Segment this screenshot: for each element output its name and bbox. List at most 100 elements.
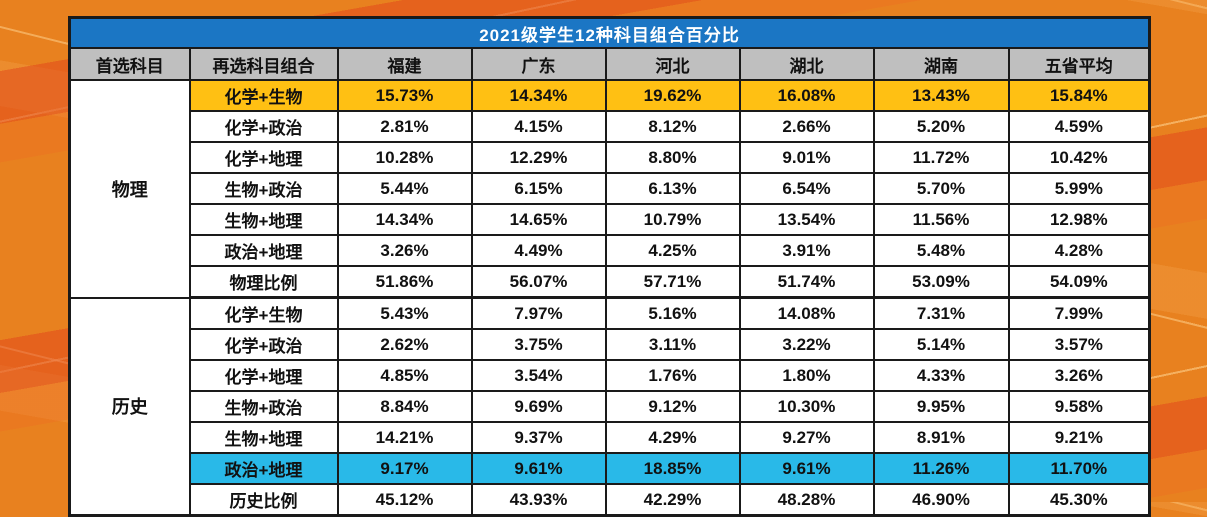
value-cell: 4.59%	[1007, 110, 1151, 143]
value-cell: 8.84%	[336, 390, 473, 423]
combo-cell: 化学+地理	[188, 141, 339, 174]
value-cell: 3.22%	[738, 328, 875, 361]
column-header: 河北	[604, 47, 741, 81]
value-cell: 12.29%	[470, 141, 607, 174]
value-cell: 5.70%	[872, 172, 1010, 205]
combo-cell: 政治+地理	[188, 452, 339, 485]
value-cell: 16.08%	[738, 79, 875, 112]
value-cell: 4.49%	[470, 234, 607, 267]
value-cell: 4.25%	[604, 234, 741, 267]
combo-cell: 生物+地理	[188, 203, 339, 236]
table-row: 历史 化学+生物 5.43% 7.97% 5.16% 14.08% 7.31% 7.99%	[68, 296, 1151, 517]
combo-cell: 生物+政治	[188, 172, 339, 205]
value-cell: 5.43%	[336, 296, 473, 330]
combo-cell: 化学+政治	[188, 328, 339, 361]
value-cell: 4.28%	[1007, 234, 1151, 267]
table-row: 物理 化学+生物 15.73% 14.34% 19.62% 16.08% 13.43% 15.…	[68, 79, 1151, 299]
value-cell: 12.98%	[1007, 203, 1151, 236]
value-cell: 3.54%	[470, 359, 607, 392]
column-header: 湖南	[872, 47, 1010, 81]
value-cell: 1.80%	[738, 359, 875, 392]
value-cell: 6.54%	[738, 172, 875, 205]
table-header-row: 首选科目 再选科目组合 福建 广东 河北 湖北 湖南 五省平均	[68, 47, 1151, 81]
table-row: 政治+地理 3.26% 4.49% 4.25% 3.91% 5.48% 4.28%	[70, 234, 1151, 267]
value-cell: 14.34%	[470, 79, 607, 112]
table-row: 物理比例 51.86% 56.07% 57.71% 51.74% 53.09% 54.09%	[70, 265, 1151, 299]
value-cell: 9.61%	[738, 452, 875, 485]
value-cell: 7.31%	[872, 296, 1010, 330]
value-cell: 8.12%	[604, 110, 741, 143]
value-cell: 2.62%	[336, 328, 473, 361]
value-cell: 11.26%	[872, 452, 1010, 485]
value-cell: 9.27%	[738, 421, 875, 454]
value-cell: 15.84%	[1007, 79, 1151, 112]
table-row: 政治+地理 9.17% 9.61% 18.85% 9.61% 11.26% 11.70%	[70, 452, 1151, 485]
value-cell: 46.90%	[872, 483, 1010, 517]
value-cell: 8.80%	[604, 141, 741, 174]
value-cell: 3.91%	[738, 234, 875, 267]
combo-cell: 政治+地理	[188, 234, 339, 267]
value-cell: 57.71%	[604, 265, 741, 299]
column-header: 湖北	[738, 47, 875, 81]
value-cell: 9.12%	[604, 390, 741, 423]
value-cell: 19.62%	[604, 79, 741, 112]
value-cell: 9.69%	[470, 390, 607, 423]
value-cell: 13.43%	[872, 79, 1010, 112]
value-cell: 11.56%	[872, 203, 1010, 236]
value-cell: 3.11%	[604, 328, 741, 361]
value-cell: 48.28%	[738, 483, 875, 517]
column-header: 广东	[470, 47, 607, 81]
value-cell: 2.81%	[336, 110, 473, 143]
value-cell: 3.26%	[1007, 359, 1151, 392]
table-row: 历史比例 45.12% 43.93% 42.29% 48.28% 46.90% 45.30%	[70, 483, 1151, 517]
value-cell: 5.16%	[604, 296, 741, 330]
page-title: 2021级学生12种科目组合百分比	[68, 16, 1151, 49]
combo-cell: 物理比例	[188, 265, 339, 299]
value-cell: 5.99%	[1007, 172, 1151, 205]
combo-cell: 生物+政治	[188, 390, 339, 423]
value-cell: 8.91%	[872, 421, 1010, 454]
table-title-row: 2021级学生12种科目组合百分比	[68, 16, 1151, 49]
value-cell: 3.26%	[336, 234, 473, 267]
table-row: 生物+地理 14.34% 14.65% 10.79% 13.54% 11.56% 12.98…	[70, 203, 1151, 236]
value-cell: 14.34%	[336, 203, 473, 236]
combo-cell: 化学+生物	[188, 296, 339, 330]
table-row: 生物+政治 8.84% 9.69% 9.12% 10.30% 9.95% 9.58%	[70, 390, 1151, 423]
table-row: 化学+地理 4.85% 3.54% 1.76% 1.80% 4.33% 3.26%	[70, 359, 1151, 392]
value-cell: 56.07%	[470, 265, 607, 299]
value-cell: 7.97%	[470, 296, 607, 330]
table-row: 化学+政治 2.62% 3.75% 3.11% 3.22% 5.14% 3.57%	[70, 328, 1151, 361]
value-cell: 14.65%	[470, 203, 607, 236]
combo-cell: 历史比例	[188, 483, 339, 517]
value-cell: 2.66%	[738, 110, 875, 143]
value-cell: 7.99%	[1007, 296, 1151, 330]
value-cell: 14.21%	[336, 421, 473, 454]
subject-combination-table: 2021级学生12种科目组合百分比 首选科目 再选科目组合 福建 广东 河北 湖北 湖南 五省…	[68, 16, 1152, 517]
value-cell: 9.01%	[738, 141, 875, 174]
combo-cell: 化学+生物	[188, 79, 339, 112]
column-header: 首选科目	[68, 47, 191, 81]
first-choice-subject-cell: 物理	[68, 79, 191, 299]
value-cell: 42.29%	[604, 483, 741, 517]
table-row: 生物+地理 14.21% 9.37% 4.29% 9.27% 8.91% 9.21%	[70, 421, 1151, 454]
value-cell: 14.08%	[738, 296, 875, 330]
value-cell: 5.48%	[872, 234, 1010, 267]
value-cell: 9.37%	[470, 421, 607, 454]
value-cell: 10.30%	[738, 390, 875, 423]
subject-combination-table-container: 2021级学生12种科目组合百分比 首选科目 再选科目组合 福建 广东 河北 湖北 湖南 五省…	[68, 16, 1152, 517]
value-cell: 4.33%	[872, 359, 1010, 392]
value-cell: 54.09%	[1007, 265, 1151, 299]
column-header: 福建	[336, 47, 473, 81]
value-cell: 45.30%	[1007, 483, 1151, 517]
value-cell: 53.09%	[872, 265, 1010, 299]
value-cell: 3.57%	[1007, 328, 1151, 361]
value-cell: 45.12%	[336, 483, 473, 517]
column-header: 五省平均	[1007, 47, 1151, 81]
value-cell: 51.86%	[336, 265, 473, 299]
value-cell: 6.13%	[604, 172, 741, 205]
value-cell: 9.17%	[336, 452, 473, 485]
combo-cell: 化学+地理	[188, 359, 339, 392]
value-cell: 4.85%	[336, 359, 473, 392]
value-cell: 10.42%	[1007, 141, 1151, 174]
